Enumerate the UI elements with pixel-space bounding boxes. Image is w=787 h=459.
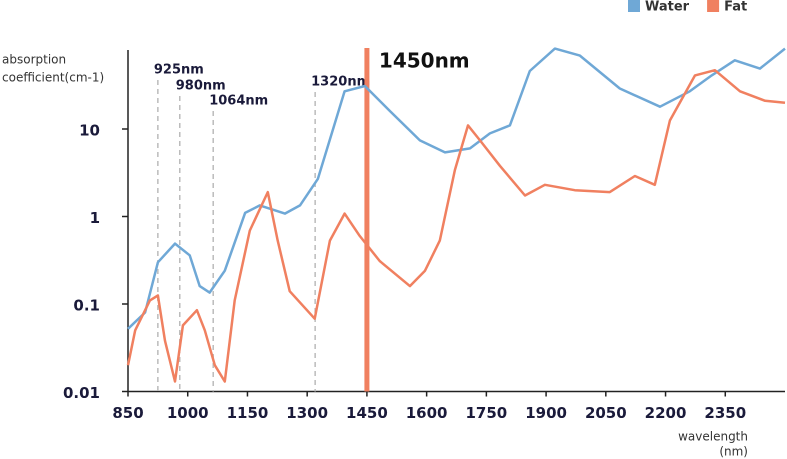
annotation-label: 1064nm	[209, 94, 268, 109]
y-axis-label: coefficient(cm-1)	[2, 71, 104, 85]
x-axis-label: (nm)	[719, 445, 748, 459]
x-tick-label: 2050	[585, 404, 627, 422]
x-tick-label: 1750	[465, 404, 507, 422]
legend-swatch	[628, 0, 640, 12]
series-line	[126, 68, 786, 383]
series-line	[127, 47, 786, 330]
legend-swatch	[707, 0, 720, 12]
y-axis-label: absorption	[2, 53, 66, 67]
x-tick-label: 850	[112, 404, 143, 422]
annotation-label: 1320nm	[311, 75, 370, 90]
y-tick-label: 0.01	[63, 384, 100, 402]
legend-label: Fat	[724, 0, 747, 15]
y-tick-label: 0.1	[73, 297, 100, 315]
x-tick-label: 1150	[227, 404, 269, 422]
y-tick-label: 10	[79, 122, 100, 140]
legend-label: Water	[645, 0, 690, 15]
y-tick-label: 1	[90, 209, 100, 227]
annotation-label: 980nm	[176, 79, 226, 94]
x-tick-label: 1450	[346, 404, 388, 422]
annotation-label: 925nm	[154, 63, 204, 78]
x-tick-label: 1300	[286, 404, 328, 422]
x-axis-label: wavelength	[678, 430, 748, 444]
x-tick-label: 1000	[167, 404, 209, 422]
highlight-label: 1450nm	[379, 49, 470, 73]
x-tick-label: 2200	[645, 404, 687, 422]
x-tick-label: 1900	[525, 404, 567, 422]
x-tick-label: 2350	[704, 404, 746, 422]
x-tick-label: 1600	[406, 404, 448, 422]
